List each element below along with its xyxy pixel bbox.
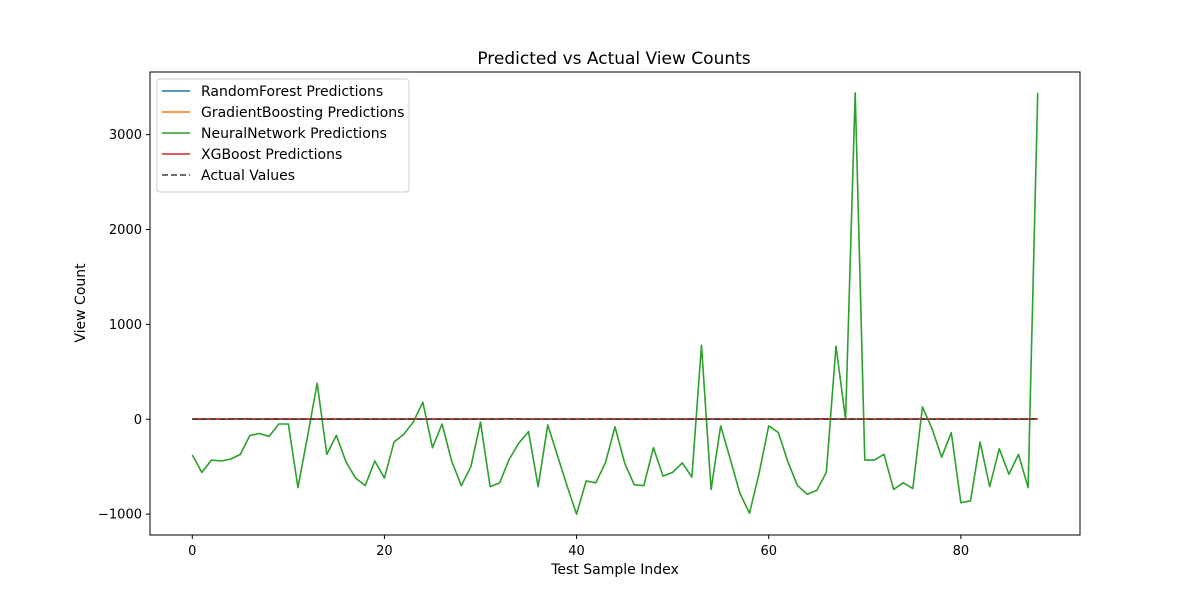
series-layer (191, 92, 1039, 515)
x-tick-label: 80 (953, 544, 970, 559)
legend-label: NeuralNetwork Predictions (201, 126, 387, 142)
y-tick-label: 3000 (109, 128, 142, 143)
legend: RandomForest Predictions GradientBoosting… (156, 78, 410, 193)
legend-label: XGBoost Predictions (201, 147, 342, 163)
legend-box (156, 78, 410, 193)
legend-label: RandomForest Predictions (201, 84, 383, 100)
x-tick-label: 40 (568, 544, 585, 559)
chart-title: Predicted vs Actual View Counts (477, 49, 750, 69)
y-tick-label: 1000 (109, 318, 142, 333)
y-tick-label: 0 (134, 413, 142, 428)
legend-label: GradientBoosting Predictions (201, 105, 404, 121)
y-axis-label: View Count (73, 263, 89, 343)
x-axis-label: Test Sample Index (550, 562, 679, 578)
x-tick-label: 20 (376, 544, 393, 559)
x-tick-label: 0 (188, 544, 196, 559)
axes-layer: 0 20 40 60 80 −1000 0 1000 2000 3000 (98, 71, 1081, 559)
plot-frame (149, 71, 1081, 536)
y-tick-label: −1000 (98, 508, 142, 523)
y-tick-label: 2000 (109, 223, 142, 238)
series-line-2 (191, 92, 1039, 515)
x-tick-label: 60 (760, 544, 777, 559)
legend-label: Actual Values (201, 168, 295, 184)
